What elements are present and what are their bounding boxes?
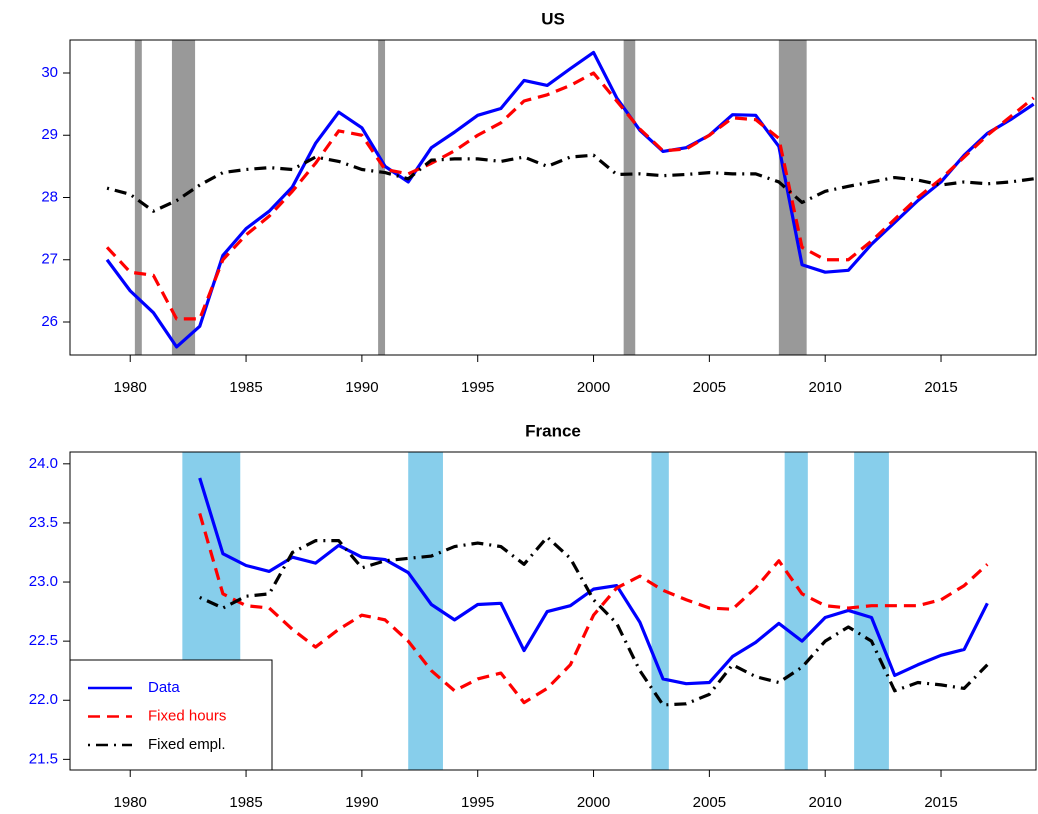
panel-title: France: [525, 421, 581, 440]
x-tick-label: 1990: [345, 379, 378, 396]
series-line: [198, 513, 989, 705]
shaded-period: [778, 40, 807, 355]
y-tick-label: 22.0: [29, 691, 58, 708]
panel-title: US: [541, 9, 565, 28]
legend-label: Fixed hours: [148, 707, 226, 724]
shaded-period: [378, 40, 386, 355]
shaded-period: [134, 40, 142, 355]
x-tick-label: 2000: [577, 379, 610, 396]
legend-label: Fixed empl.: [148, 736, 226, 753]
shaded-period: [623, 40, 636, 355]
x-tick-label: 1990: [345, 794, 378, 811]
x-tick-label: 1980: [114, 794, 147, 811]
x-tick-label: 1985: [229, 794, 262, 811]
y-tick-label: 23.5: [29, 514, 58, 531]
legend-label: Data: [148, 679, 180, 696]
plot-box: [69, 451, 1037, 771]
shaded-period: [171, 40, 196, 355]
series-line: [105, 50, 1035, 349]
shaded-period: [651, 452, 669, 770]
shaded-period: [784, 452, 808, 770]
x-tick-label: 2000: [577, 794, 610, 811]
x-tick-label: 1995: [461, 794, 494, 811]
y-tick-label: 24.0: [29, 455, 58, 472]
x-tick-label: 2010: [809, 794, 842, 811]
x-tick-label: 1985: [229, 379, 262, 396]
x-tick-label: 2015: [924, 379, 957, 396]
plot-box: [69, 39, 1037, 356]
y-tick-label: 21.5: [29, 750, 58, 767]
series-line: [106, 153, 1034, 213]
x-tick-label: 1995: [461, 379, 494, 396]
y-tick-label: 30: [41, 64, 58, 81]
legend-box: [69, 659, 273, 771]
y-tick-label: 29: [41, 126, 58, 143]
y-tick-label: 27: [41, 251, 58, 268]
series-line: [198, 477, 989, 686]
y-tick-label: 23.0: [29, 573, 58, 590]
y-tick-label: 28: [41, 188, 58, 205]
x-tick-label: 1980: [114, 379, 147, 396]
shaded-period: [854, 452, 889, 770]
series-line: [105, 71, 1035, 321]
x-tick-label: 2015: [924, 794, 957, 811]
y-tick-label: 26: [41, 313, 58, 330]
x-tick-label: 2010: [809, 379, 842, 396]
x-tick-label: 2005: [693, 794, 726, 811]
y-tick-label: 22.5: [29, 632, 58, 649]
shaded-period: [408, 452, 443, 770]
x-tick-label: 2005: [693, 379, 726, 396]
